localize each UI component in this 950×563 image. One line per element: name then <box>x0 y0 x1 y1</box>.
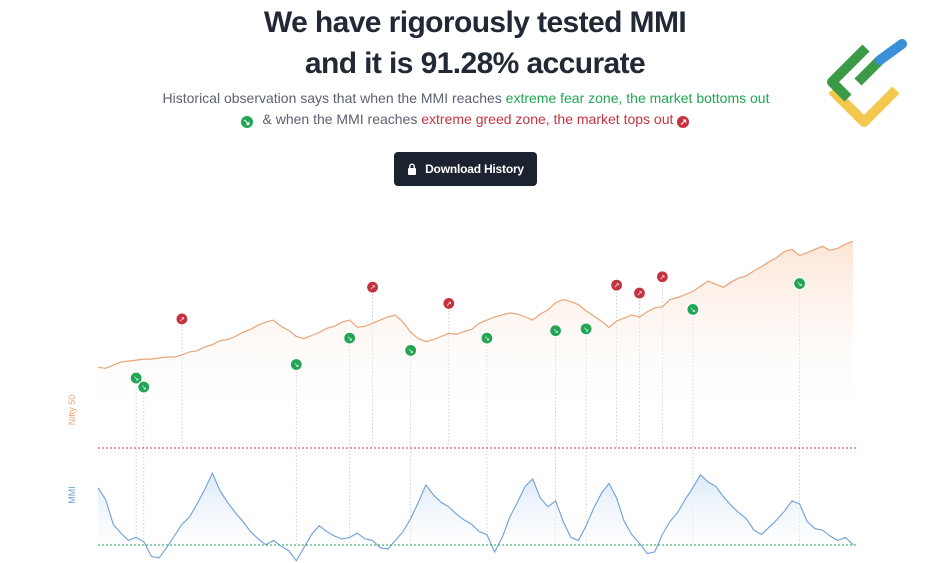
trend-up-icon: ↗ <box>370 284 376 292</box>
trend-up-icon: ↗ <box>659 273 665 281</box>
trend-down-icon: ↘ <box>797 280 803 288</box>
y-axis-label-mmi: MMI <box>67 486 77 504</box>
greed-top-marker[interactable] <box>365 280 380 294</box>
fear-bottom-marker[interactable] <box>137 380 151 394</box>
fear-bottom-marker[interactable] <box>404 343 418 357</box>
lock-icon <box>408 163 417 175</box>
title-line-1: We have rigorously tested MMI <box>263 6 687 39</box>
trend-down-icon: ↘ <box>347 335 353 343</box>
greed-top-marker[interactable] <box>609 278 624 292</box>
market-top-icon: ↗ <box>677 116 690 128</box>
fear-bottom-marker[interactable] <box>793 276 807 291</box>
nifty-area <box>98 241 853 420</box>
market-bottom-icon: ↘ <box>240 116 253 128</box>
nifty-line <box>97 240 854 369</box>
greed-top-marker[interactable] <box>442 296 456 311</box>
trend-up-icon: ↗ <box>179 315 185 323</box>
mmi-vs-nifty-chart: Nifty 50 MMI ↘↘↗↘↘↗↘↗↘↘ ↘↗↗↗↘↘ <box>67 240 857 562</box>
signal-markers: ↘↘↗↘↘↗↘↗↘↘ ↘↗↗↗↘↘ <box>129 270 807 394</box>
brand-logo-icon <box>827 39 907 127</box>
fear-bottom-marker[interactable] <box>480 331 494 345</box>
fear-bottom-marker[interactable] <box>579 322 593 336</box>
greed-zone-text: extreme greed zone, the market tops out <box>421 111 674 127</box>
greed-top-marker[interactable] <box>175 312 189 326</box>
trend-down-icon: ↘ <box>583 325 589 333</box>
fear-bottom-marker[interactable] <box>129 371 143 385</box>
y-axis-label-nifty: Nifty 50 <box>67 395 77 426</box>
trend-down-icon: ↘ <box>690 306 696 314</box>
trend-down-icon: ↘ <box>484 335 490 343</box>
page-title: We have rigorously tested MMI and it is … <box>0 2 950 84</box>
trend-up-icon: ↗ <box>637 290 643 298</box>
download-history-button[interactable]: Download History <box>394 152 537 186</box>
download-history-label: Download History <box>425 162 524 176</box>
trend-down-icon: ↘ <box>553 327 559 335</box>
greed-top-marker[interactable] <box>655 270 669 284</box>
fear-bottom-marker[interactable] <box>548 324 563 338</box>
trend-down-icon: ↘ <box>133 375 139 383</box>
trend-up-icon: ↗ <box>614 282 620 290</box>
trend-down-icon: ↘ <box>141 384 147 392</box>
fear-bottom-marker[interactable] <box>289 357 303 372</box>
page-subtitle: Historical observation says that when th… <box>160 88 772 130</box>
greed-top-marker[interactable] <box>632 286 647 300</box>
mmi-line <box>97 471 854 562</box>
trend-down-icon: ↘ <box>293 361 299 369</box>
mmi-area <box>98 473 853 561</box>
trend-up-icon: ↗ <box>446 300 452 308</box>
subtitle-middle: & when the MMI reaches <box>258 111 422 127</box>
fear-zone-text: extreme fear zone, the market bottoms ou… <box>505 90 770 106</box>
fear-bottom-marker[interactable] <box>343 331 357 345</box>
title-line-2: and it is 91.28% accurate <box>304 47 646 80</box>
trend-down-icon: ↘ <box>408 347 414 355</box>
fear-bottom-marker[interactable] <box>686 302 700 317</box>
subtitle-intro: Historical observation says that when th… <box>162 90 506 106</box>
